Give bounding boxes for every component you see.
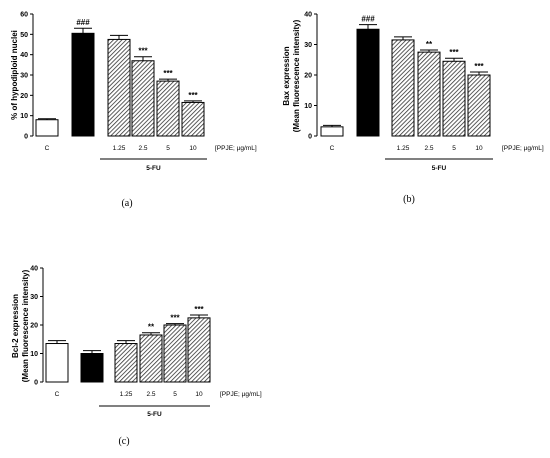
panel-caption: (a) bbox=[121, 198, 132, 209]
bar bbox=[131, 60, 155, 137]
significance-label: *** bbox=[188, 91, 198, 100]
significance-label: *** bbox=[449, 48, 459, 57]
y-axis-label: Bcl-2 expression(Mean fluorescence inten… bbox=[11, 269, 30, 382]
bar bbox=[139, 334, 163, 383]
y-tick-label: 20 bbox=[20, 93, 28, 100]
bar bbox=[35, 119, 59, 137]
bar bbox=[356, 28, 380, 137]
significance-label: *** bbox=[170, 314, 180, 323]
x-tick-label: 2.5 bbox=[138, 145, 147, 152]
significance-label: *** bbox=[138, 47, 148, 56]
bar bbox=[80, 353, 104, 383]
panel-caption: (c) bbox=[118, 436, 129, 447]
significance-label: ### bbox=[361, 15, 375, 24]
bar bbox=[467, 74, 491, 137]
x-tick-label: C bbox=[45, 145, 50, 152]
group-label: 5-FU bbox=[432, 165, 447, 172]
y-tick-label: 30 bbox=[304, 42, 312, 49]
significance-label: *** bbox=[474, 62, 484, 71]
y-tick-label: 20 bbox=[304, 73, 312, 80]
y-tick-label: 20 bbox=[30, 323, 38, 330]
x-tick-label: 10 bbox=[195, 391, 203, 398]
group-label: 5-FU bbox=[146, 165, 161, 172]
y-tick-label: 10 bbox=[304, 103, 312, 110]
y-tick-label: 0 bbox=[34, 380, 38, 387]
bar bbox=[107, 38, 131, 137]
x-tick-label: 10 bbox=[475, 145, 483, 152]
x-tick-label: 5 bbox=[166, 145, 170, 152]
y-tick-label: 10 bbox=[30, 351, 38, 358]
bar bbox=[71, 32, 95, 137]
x-tick-label: 1.25 bbox=[120, 391, 133, 398]
bar bbox=[391, 39, 415, 137]
x-tick-label: C bbox=[55, 391, 60, 398]
y-axis-label: Bax expression(Mean fluorescence intensi… bbox=[282, 19, 301, 132]
bar bbox=[442, 60, 466, 137]
y-tick-label: 50 bbox=[20, 32, 28, 39]
panel-caption: (b) bbox=[403, 194, 415, 205]
x-tick-label: 1.25 bbox=[113, 145, 126, 152]
y-tick-label: 60 bbox=[20, 12, 28, 19]
bar bbox=[187, 317, 211, 383]
bar bbox=[114, 343, 138, 383]
x-tick-label: 5 bbox=[173, 391, 177, 398]
x-tick-label: 1.25 bbox=[397, 145, 410, 152]
bar bbox=[320, 126, 344, 137]
x-tick-label: C bbox=[330, 145, 335, 152]
y-tick-label: 40 bbox=[30, 266, 38, 273]
y-tick-label: 40 bbox=[304, 12, 312, 19]
bar bbox=[45, 343, 69, 383]
x-tick-label: 5 bbox=[452, 145, 456, 152]
y-tick-label: 30 bbox=[20, 73, 28, 80]
y-tick-label: 40 bbox=[20, 52, 28, 59]
x-tick-label: 2.5 bbox=[146, 391, 155, 398]
bar bbox=[163, 324, 187, 383]
y-tick-label: 30 bbox=[30, 294, 38, 301]
significance-label: ** bbox=[148, 323, 155, 332]
unit-label: [PPJE; µg/mL] bbox=[502, 145, 544, 152]
chart-panel-1: 0 10 20 30 40 50 60 % of hypodiploid nuclei C ###… bbox=[10, 12, 257, 210]
bar bbox=[156, 80, 180, 137]
bar bbox=[417, 51, 441, 137]
y-tick-label: 0 bbox=[24, 134, 28, 141]
bar bbox=[181, 101, 205, 137]
x-tick-label: 2.5 bbox=[424, 145, 433, 152]
significance-label: *** bbox=[163, 69, 173, 78]
unit-label: [PPJE; µg/mL] bbox=[215, 145, 257, 152]
group-label: 5-FU bbox=[147, 411, 162, 418]
unit-label: [PPJE; µg/mL] bbox=[220, 391, 262, 398]
x-tick-label: 10 bbox=[189, 145, 197, 152]
significance-label: *** bbox=[194, 305, 204, 314]
y-tick-label: 10 bbox=[20, 113, 28, 120]
significance-label: ** bbox=[426, 40, 433, 49]
y-axis-label: % of hypodiploid nuclei bbox=[10, 30, 19, 120]
significance-label: ### bbox=[76, 18, 90, 27]
y-tick-label: 0 bbox=[308, 134, 312, 141]
